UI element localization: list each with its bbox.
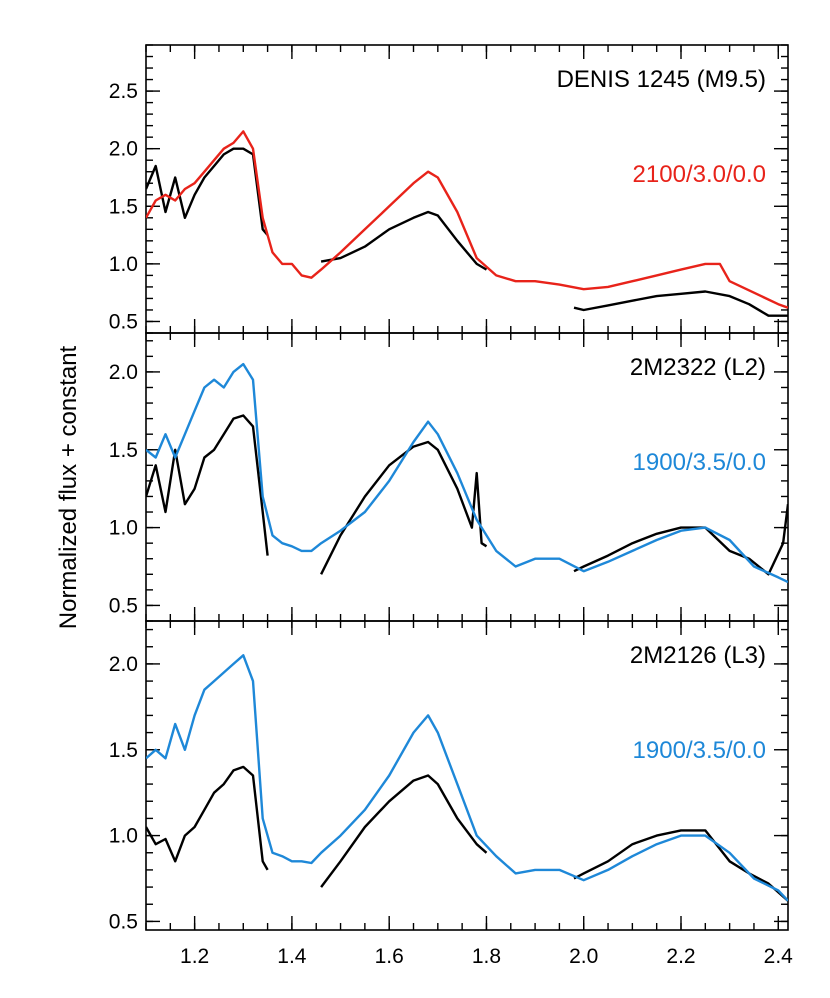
y-tick-label: 1.0 xyxy=(109,253,138,276)
y-tick-label: 0.5 xyxy=(109,594,138,617)
series-line-1-observed-1 xyxy=(146,147,269,236)
y-tick-label: 1.0 xyxy=(109,517,138,540)
model-label: 1900/3.5/0.0 xyxy=(633,449,766,476)
series-line-2-observed-2 xyxy=(320,440,488,575)
series-line-2-observed-1 xyxy=(146,414,269,556)
x-tick-label: 1.2 xyxy=(180,945,209,968)
model-label: 1900/3.5/0.0 xyxy=(633,737,766,764)
series-line-2-observed-3 xyxy=(573,504,788,576)
series-line-2-model-1 xyxy=(146,362,788,584)
y-tick-label: 2.0 xyxy=(109,138,138,161)
y-tick-label: 1.5 xyxy=(109,439,138,462)
series-line-3-observed-2 xyxy=(320,774,488,888)
x-tick-label: 1.8 xyxy=(472,945,501,968)
x-tick-label: 2.4 xyxy=(764,945,794,968)
y-tick-label: 1.5 xyxy=(109,739,138,762)
y-tick-label: 0.5 xyxy=(109,310,138,333)
y-tick-label: 0.5 xyxy=(109,910,138,933)
x-tick-label: 2.0 xyxy=(569,945,598,968)
object-label: 2M2322 (L2) xyxy=(630,354,766,381)
x-tick-label: 1.6 xyxy=(375,945,404,968)
object-label: 2M2126 (L3) xyxy=(630,642,766,669)
x-tick-label: 1.4 xyxy=(277,945,307,968)
y-tick-label: 2.0 xyxy=(109,653,138,676)
series-line-3-observed-3 xyxy=(573,829,788,902)
series-line-1-observed-2 xyxy=(320,210,488,271)
y-tick-label: 2.0 xyxy=(109,361,138,384)
y-tick-label: 2.5 xyxy=(109,80,138,103)
series-line-1-model-1 xyxy=(146,130,788,309)
y-axis-label: Normalized flux + constant xyxy=(55,345,82,629)
y-tick-label: 1.0 xyxy=(109,825,138,848)
model-label: 2100/3.0/0.0 xyxy=(633,161,766,188)
series-line-3-observed-1 xyxy=(146,765,269,871)
series-line-3-model-1 xyxy=(146,654,788,902)
panel-frame-3 xyxy=(145,620,789,931)
object-label: DENIS 1245 (M9.5) xyxy=(557,66,766,93)
x-tick-label: 2.2 xyxy=(666,945,695,968)
series-line-1-observed-3 xyxy=(573,290,788,317)
y-tick-label: 1.5 xyxy=(109,195,138,218)
